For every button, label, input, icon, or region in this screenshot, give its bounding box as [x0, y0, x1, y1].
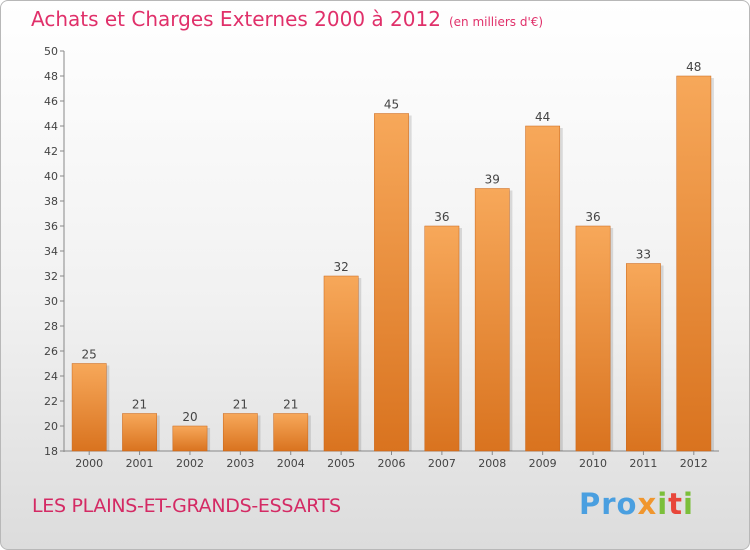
proxiti-logo: Proxiti	[579, 487, 694, 521]
x-tick-label: 2005	[327, 457, 355, 470]
bar	[575, 225, 611, 452]
y-tick-label: 48	[44, 70, 58, 83]
y-tick-label: 22	[44, 395, 58, 408]
y-tick-label: 18	[44, 445, 58, 458]
data-label: 36	[585, 210, 600, 224]
bar	[222, 413, 258, 452]
y-tick-label: 24	[44, 370, 58, 383]
y-tick-label: 38	[44, 195, 58, 208]
x-tick-label: 2001	[126, 457, 154, 470]
bar	[122, 413, 157, 452]
x-tick-label: 2007	[428, 457, 456, 470]
y-tick-label: 46	[44, 95, 58, 108]
y-tick-label: 44	[44, 120, 58, 133]
bar	[323, 275, 359, 452]
x-tick-label: 2008	[478, 457, 506, 470]
x-tick-label: 2006	[378, 457, 406, 470]
place-name: LES PLAINS-ET-GRANDS-ESSARTS	[32, 495, 341, 517]
y-tick-label: 36	[44, 220, 58, 233]
y-tick-label: 20	[44, 420, 58, 433]
data-label: 20	[182, 410, 197, 424]
x-tick-label: 2010	[579, 457, 607, 470]
unit-label: (en milliers d'€)	[448, 15, 544, 29]
y-tick-label: 32	[44, 270, 58, 283]
y-tick-label: 42	[44, 145, 58, 158]
y-tick-label: 30	[44, 295, 58, 308]
y-tick-label: 28	[44, 320, 58, 333]
x-tick-label: 2004	[277, 457, 305, 470]
bar	[525, 125, 561, 452]
x-tick-label: 2000	[75, 457, 103, 470]
data-label: 44	[535, 110, 550, 124]
y-tick-label: 40	[44, 170, 58, 183]
bar	[474, 188, 510, 452]
bar	[172, 425, 208, 452]
bar	[626, 263, 661, 452]
data-label: 36	[434, 210, 449, 224]
title-text: Achats et Charges Externes 2000 à 2012	[31, 7, 441, 31]
data-label: 45	[384, 98, 399, 112]
chart-title: Achats et Charges Externes 2000 à 2012 (e…	[31, 7, 543, 31]
y-tick-label: 26	[44, 345, 58, 358]
data-label: 33	[636, 248, 651, 262]
data-label: 21	[283, 398, 298, 412]
bar	[273, 413, 309, 452]
x-tick-label: 2009	[529, 457, 557, 470]
y-tick-label: 50	[44, 45, 58, 58]
data-label: 39	[485, 173, 500, 187]
data-label: 48	[686, 60, 701, 74]
data-label: 21	[132, 398, 147, 412]
data-label: 25	[82, 348, 97, 362]
bar	[374, 113, 409, 452]
bar	[424, 225, 460, 452]
x-tick-label: 2002	[176, 457, 204, 470]
bar	[71, 363, 107, 452]
bar	[676, 75, 712, 452]
y-tick-label: 34	[44, 245, 58, 258]
x-tick-label: 2012	[680, 457, 708, 470]
x-tick-label: 2003	[226, 457, 254, 470]
x-tick-label: 2011	[629, 457, 657, 470]
data-label: 21	[233, 398, 248, 412]
data-label: 32	[333, 260, 348, 274]
